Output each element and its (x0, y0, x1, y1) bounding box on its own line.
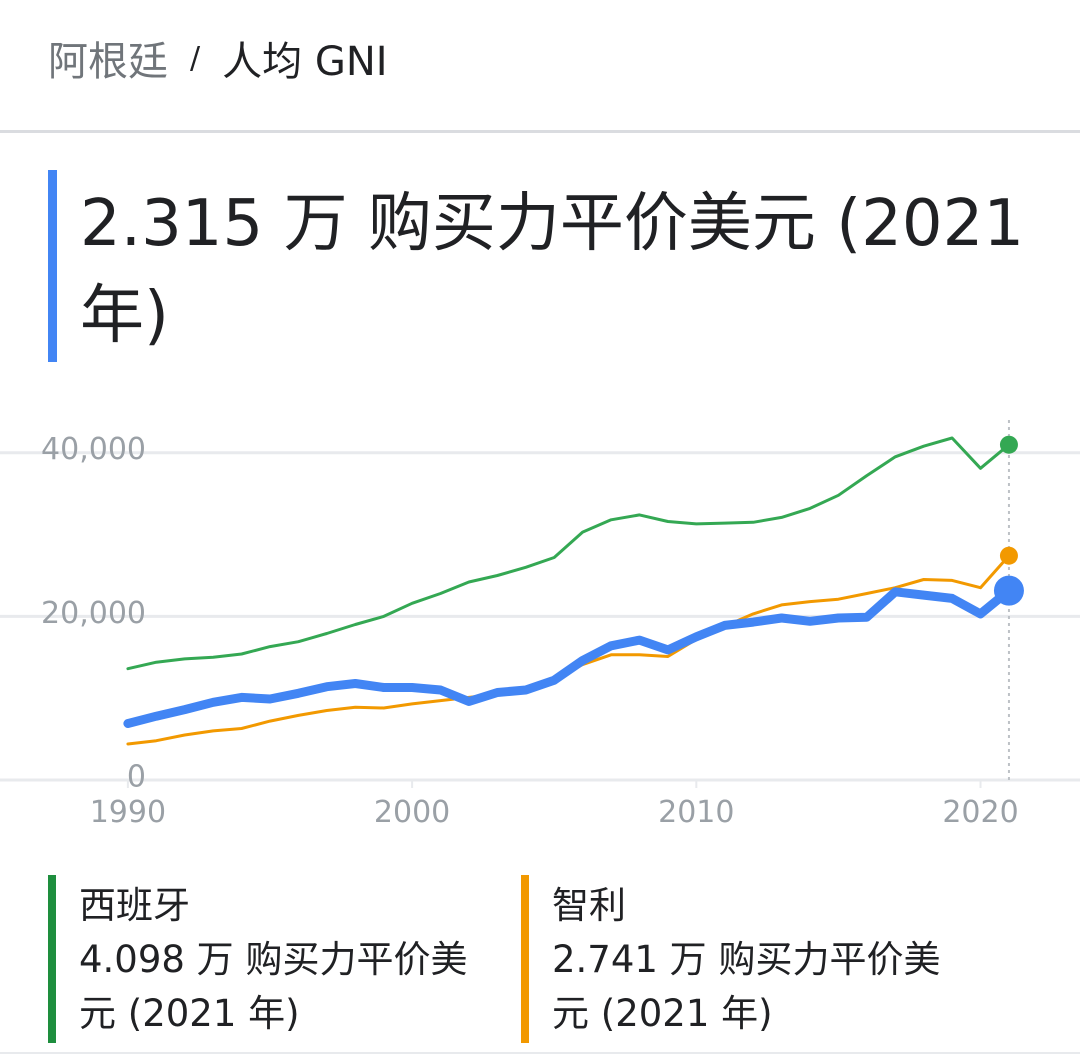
breadcrumb: 阿根廷 / 人均 GNI (48, 28, 388, 88)
series-line-西班牙 (126, 436, 1011, 671)
series-endpoint-智利 (999, 546, 1018, 565)
chart-gridlines (0, 420, 1080, 788)
chart-series (123, 435, 1024, 746)
y-tick-label: 0 (127, 760, 146, 795)
legend-value-spain: 4.098 万 购买力平价美元 (2021 年) (79, 938, 468, 1035)
series-endpoint-西班牙 (999, 435, 1018, 454)
chart-axis-labels: 0 20,000 40,000 1990 2000 2010 2020 (41, 432, 1019, 830)
series-line-阿根廷 (123, 586, 1014, 728)
header-divider (0, 130, 1080, 133)
headline-value: 2.315 万 购买力平价美元 (2021 年) (80, 187, 1025, 353)
legend-color-bar-chile (521, 875, 529, 1043)
y-tick-label: 40,000 (41, 432, 146, 467)
breadcrumb-separator: / (190, 40, 201, 76)
breadcrumb-metric: 人均 GNI (222, 39, 388, 85)
legend-name-chile: 智利 (552, 884, 626, 927)
x-tick-label: 1990 (90, 795, 166, 830)
legend-color-bar-spain (48, 875, 56, 1043)
x-tick-label: 2020 (942, 795, 1018, 830)
legend-name-spain: 西班牙 (79, 884, 190, 927)
y-tick-label: 20,000 (41, 596, 146, 631)
series-endpoint-阿根廷 (993, 575, 1024, 606)
breadcrumb-country-link[interactable]: 阿根廷 (48, 39, 168, 85)
x-tick-label: 2010 (658, 795, 734, 830)
line-chart[interactable]: 0 20,000 40,000 1990 2000 2010 2020 (0, 400, 1080, 860)
headline-color-bar (48, 170, 57, 362)
bottom-divider (0, 1052, 1080, 1054)
x-tick-label: 2000 (374, 795, 450, 830)
legend-value-chile: 2.741 万 购买力平价美元 (2021 年) (552, 938, 941, 1035)
